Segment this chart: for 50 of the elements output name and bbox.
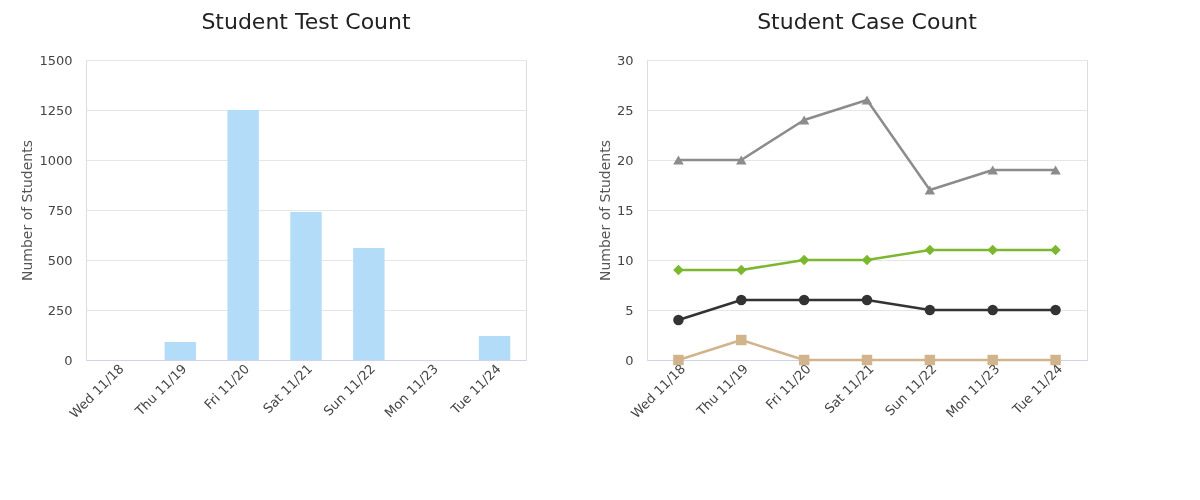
point <box>861 95 873 105</box>
point <box>987 354 998 366</box>
y-tick-label: 0 <box>64 352 73 368</box>
point <box>736 264 747 276</box>
point <box>798 115 810 125</box>
bar <box>164 342 196 360</box>
point <box>987 165 998 175</box>
y-tick-label: 1500 <box>39 52 73 68</box>
bar <box>227 110 259 360</box>
point <box>924 185 936 195</box>
point <box>798 254 810 266</box>
y-axis-title: Number of Students <box>19 139 36 282</box>
point <box>987 304 998 316</box>
point <box>924 354 936 366</box>
y-tick-label: 500 <box>47 252 73 268</box>
point <box>1050 304 1061 316</box>
y-tick-label: 10 <box>616 252 634 268</box>
y-axis-title: Number of Students <box>596 139 613 282</box>
y-tick-label: 20 <box>616 152 634 168</box>
bar <box>353 248 385 360</box>
point <box>673 314 684 326</box>
chart-title: Student Case Count <box>757 9 978 34</box>
point <box>673 354 684 366</box>
point <box>987 244 998 256</box>
y-tick-label: 15 <box>616 202 634 218</box>
point <box>1050 244 1061 256</box>
bar <box>478 336 511 360</box>
y-tick-label: 5 <box>625 302 634 318</box>
bar <box>290 212 322 360</box>
point <box>798 294 810 306</box>
y-tick-label: 1250 <box>39 102 73 118</box>
y-tick-label: 250 <box>47 302 73 318</box>
y-tick-label: 25 <box>616 102 634 118</box>
point <box>924 304 936 316</box>
point <box>861 254 873 266</box>
y-tick-label: 1000 <box>39 152 73 168</box>
y-tick-label: 0 <box>625 352 634 368</box>
point <box>1050 354 1061 366</box>
point <box>861 354 873 366</box>
point <box>861 294 873 306</box>
chart-title: Student Test Count <box>201 9 411 34</box>
point <box>736 294 747 306</box>
y-tick-label: 30 <box>616 52 634 68</box>
point <box>673 264 684 276</box>
point <box>736 155 747 165</box>
point <box>736 334 747 346</box>
y-tick-label: 750 <box>47 202 73 218</box>
point <box>1050 165 1061 175</box>
point <box>673 155 684 165</box>
point <box>798 354 810 366</box>
